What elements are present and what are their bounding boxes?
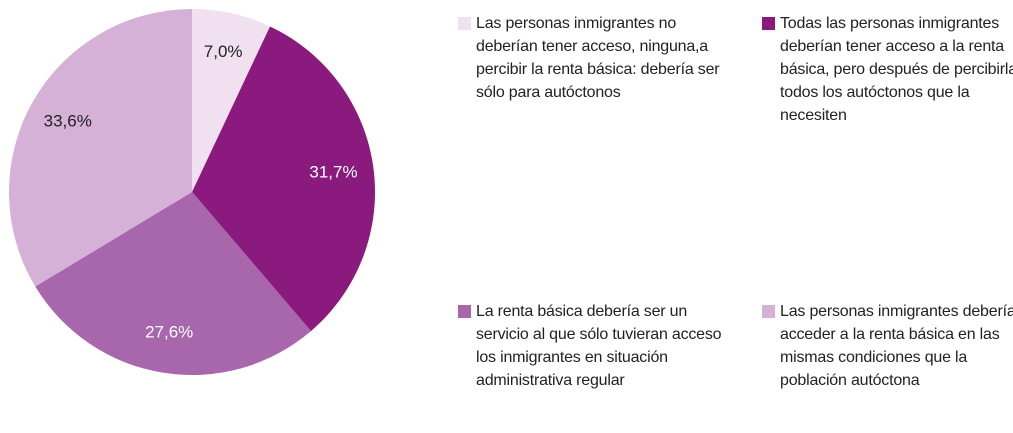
legend-entry: Todas las personas inmigrantes deberían …: [762, 12, 1013, 127]
legend-swatch: [458, 17, 471, 30]
data-label: 33,6%: [44, 111, 92, 130]
legend-label: Las personas inmigrantes no deberían ten…: [476, 15, 720, 101]
data-label: 31,7%: [309, 162, 357, 181]
legend-label: Todas las personas inmigrantes deberían …: [780, 15, 1013, 124]
legend-entry: Las personas inmigrantes deberían accede…: [762, 300, 1013, 392]
pie-slice: [9, 8, 192, 287]
legend-entry: La renta básica debería ser un servicio …: [458, 300, 726, 392]
legend-swatch: [458, 305, 471, 318]
legend-label: Las personas inmigrantes deberían accede…: [780, 303, 1013, 389]
legend-entry: Las personas inmigrantes no deberían ten…: [458, 12, 726, 104]
pie-slice: [192, 26, 375, 332]
legend-swatch: [762, 305, 775, 318]
legend-label: La renta básica debería ser un servicio …: [476, 303, 722, 389]
data-label: 27,6%: [145, 322, 193, 341]
chart: 7,0% 31,7% 27,6% 33,6%: [9, 8, 375, 375]
pie-slice: [35, 192, 311, 375]
data-label: 7,0%: [204, 42, 243, 61]
legend-swatch: [762, 17, 775, 30]
pie-slice: [192, 9, 270, 192]
